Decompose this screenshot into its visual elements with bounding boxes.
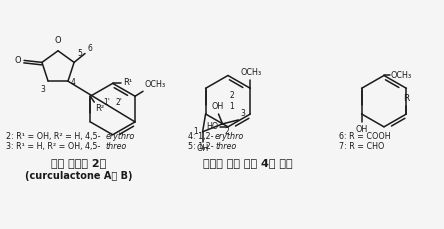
- Text: 3: 3: [40, 85, 45, 94]
- Text: O: O: [55, 36, 61, 45]
- Text: 5: 1,2-: 5: 1,2-: [188, 142, 214, 151]
- Text: erythro: erythro: [215, 132, 244, 141]
- Text: OH: OH: [197, 144, 209, 153]
- Text: R: R: [403, 94, 409, 103]
- Text: 6: 6: [87, 44, 92, 52]
- Text: erythro: erythro: [106, 132, 135, 141]
- Text: R¹: R¹: [123, 78, 132, 87]
- Text: OH: OH: [211, 102, 224, 111]
- Text: 2': 2': [115, 98, 122, 107]
- Text: 3: R¹ = H, R² = OH, 4,5-: 3: R¹ = H, R² = OH, 4,5-: [6, 142, 101, 151]
- Text: 자연계 존재 물질 4종 분리: 자연계 존재 물질 4종 분리: [203, 158, 293, 168]
- Text: threo: threo: [215, 142, 236, 151]
- Text: 2: R¹ = OH, R² = H, 4,5-: 2: R¹ = OH, R² = H, 4,5-: [6, 132, 101, 141]
- Text: 4: 4: [71, 78, 76, 87]
- Text: threo: threo: [106, 142, 127, 151]
- Text: OCH₃: OCH₃: [391, 71, 412, 80]
- Text: 6: R = COOH: 6: R = COOH: [339, 132, 391, 141]
- Text: O: O: [15, 56, 21, 65]
- Text: 2: 2: [230, 91, 234, 100]
- Text: 5: 5: [77, 49, 82, 58]
- Text: (curculactone A과 B): (curculactone A과 B): [25, 171, 133, 181]
- Text: 1': 1': [103, 98, 110, 107]
- Text: R²: R²: [95, 104, 104, 113]
- Text: HO: HO: [206, 122, 218, 131]
- Text: OCH₃: OCH₃: [241, 68, 262, 77]
- Text: 신규 화합물 2종: 신규 화합물 2종: [51, 158, 107, 168]
- Text: OH: OH: [356, 125, 368, 134]
- Text: 2: 2: [225, 127, 229, 136]
- Text: OCH₃: OCH₃: [144, 80, 165, 89]
- Text: 1: 1: [230, 102, 234, 111]
- Text: 7: R = CHO: 7: R = CHO: [339, 142, 385, 151]
- Text: 1: 1: [193, 127, 198, 136]
- Text: 3: 3: [240, 109, 245, 118]
- Text: 4: 1,2-: 4: 1,2-: [188, 132, 214, 141]
